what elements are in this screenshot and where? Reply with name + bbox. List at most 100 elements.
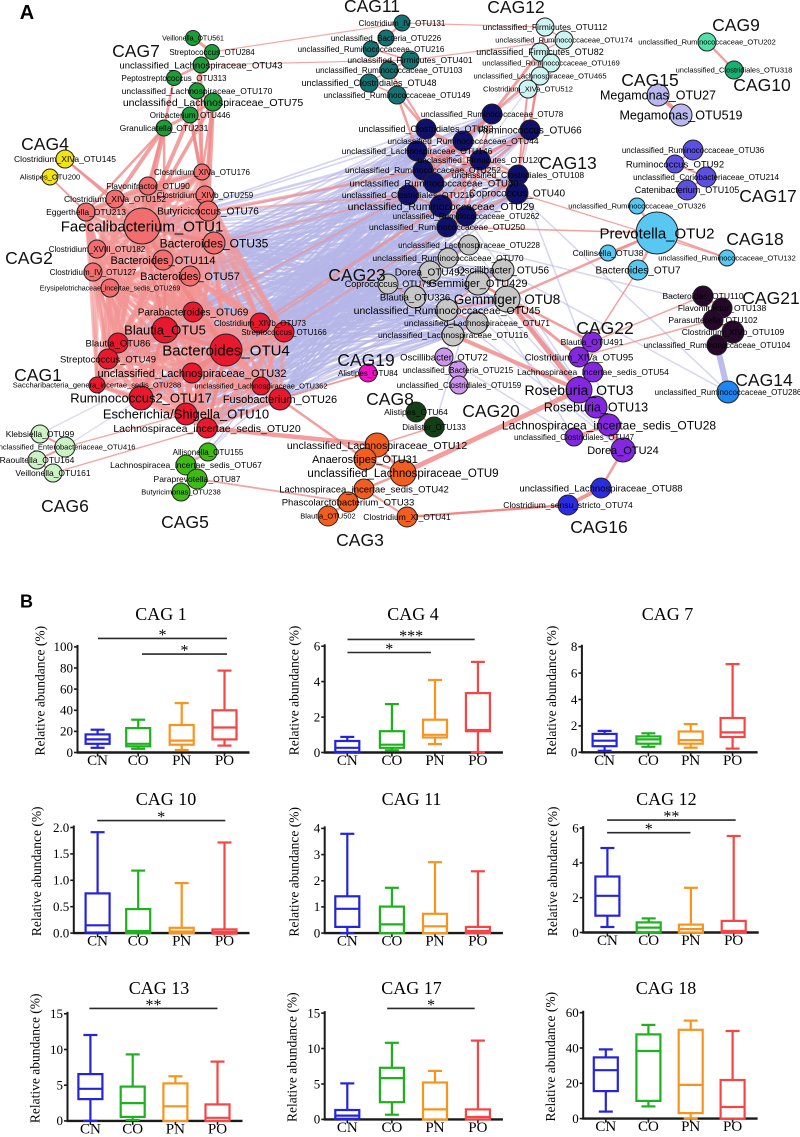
svg-text:Roseburia_OTU3: Roseburia_OTU3: [525, 382, 634, 398]
svg-text:PO: PO: [215, 753, 234, 769]
svg-text:CO: CO: [638, 1119, 659, 1135]
svg-text:CN: CN: [87, 934, 108, 950]
svg-text:Blautia_OTU502: Blautia_OTU502: [300, 512, 355, 521]
svg-text:Phascolarctobacterium_OTU33: Phascolarctobacterium_OTU33: [282, 497, 415, 508]
svg-text:Anaerostipes_OTU31: Anaerostipes_OTU31: [312, 454, 418, 466]
svg-text:CAG23: CAG23: [328, 265, 385, 285]
svg-text:Granulicatella_OTU231: Granulicatella_OTU231: [120, 123, 209, 133]
svg-text:CO: CO: [128, 753, 149, 769]
svg-text:CAG12: CAG12: [487, 0, 544, 17]
svg-text:2: 2: [571, 718, 578, 733]
svg-text:CAG21: CAG21: [742, 288, 799, 308]
svg-text:Parabacteroides_OTU69: Parabacteroides_OTU69: [138, 308, 249, 319]
svg-text:Relative abundance (%): Relative abundance (%): [29, 806, 44, 936]
svg-text:CO: CO: [122, 1121, 143, 1137]
svg-text:2: 2: [572, 890, 579, 905]
svg-text:CO: CO: [381, 934, 402, 950]
svg-text:Parasutterella_OTU102: Parasutterella_OTU102: [668, 315, 758, 325]
svg-text:unclassified_Lachnospiraceae_O: unclassified_Lachnospiraceae_OTU146: [342, 146, 493, 156]
svg-text:PN: PN: [681, 1119, 700, 1135]
svg-text:0: 0: [571, 745, 578, 760]
svg-text:CAG3: CAG3: [336, 530, 384, 550]
svg-text:Clostridium_XIVa_OTU512: Clostridium_XIVa_OTU512: [483, 85, 573, 94]
svg-text:CAG13: CAG13: [539, 153, 596, 173]
svg-text:***: ***: [399, 628, 423, 645]
svg-text:Collinsella_OTU38: Collinsella_OTU38: [573, 248, 644, 258]
svg-text:10: 10: [307, 1041, 320, 1056]
svg-text:Blautia_OTU491: Blautia_OTU491: [561, 337, 624, 347]
svg-text:CO: CO: [638, 933, 659, 949]
svg-text:10: 10: [50, 1042, 63, 1057]
svg-text:unclassified_Ruminococcaceae_O: unclassified_Ruminococcaceae_OTU70: [372, 253, 523, 263]
svg-text:Roseburia_OTU13: Roseburia_OTU13: [544, 401, 648, 415]
svg-text:unclassified_Ruminococcaceae_O: unclassified_Ruminococcaceae_OTU202: [638, 38, 776, 47]
svg-text:Clostridium_XIVa_OTU176: Clostridium_XIVa_OTU176: [154, 168, 250, 177]
svg-text:Oscillibacter_OTU72: Oscillibacter_OTU72: [400, 352, 488, 363]
svg-text:PN: PN: [681, 933, 700, 949]
svg-text:Ruminococcus_OTU66: Ruminococcus_OTU66: [478, 126, 582, 137]
svg-text:0: 0: [572, 925, 579, 940]
svg-text:5: 5: [57, 1078, 64, 1093]
svg-text:Veillonella_OTU561: Veillonella_OTU561: [162, 36, 224, 43]
svg-text:CO: CO: [638, 753, 659, 769]
svg-text:Bacteroides_OTU110: Bacteroides_OTU110: [662, 291, 743, 301]
svg-text:Relative abundance (%): Relative abundance (%): [285, 992, 300, 1122]
svg-text:unclassified_Firmicutes_OTU401: unclassified_Firmicutes_OTU401: [347, 55, 472, 65]
svg-text:Lachnospiracea_incertae_sedis_: Lachnospiracea_incertae_sedis_OTU42: [279, 484, 449, 495]
svg-text:CAG16: CAG16: [570, 517, 627, 537]
svg-text:*: *: [427, 997, 435, 1014]
svg-text:Clostridium_XIVb_OTU109: Clostridium_XIVb_OTU109: [682, 327, 785, 337]
svg-text:40: 40: [60, 703, 73, 718]
svg-text:unclassified_Firmicutes_OTU112: unclassified_Firmicutes_OTU112: [483, 22, 608, 32]
svg-text:B: B: [20, 592, 33, 612]
svg-text:CAG 18: CAG 18: [636, 978, 697, 998]
svg-text:CAG11: CAG11: [344, 0, 400, 16]
svg-text:unclassified_Firmicutes_OTU120: unclassified_Firmicutes_OTU120: [417, 155, 542, 165]
svg-text:unclassified_Ruminococcaceae_O: unclassified_Ruminococcaceae_OTU29: [348, 201, 535, 213]
svg-text:Paraprevotella_OTU87: Paraprevotella_OTU87: [154, 474, 241, 484]
svg-text:1: 1: [314, 899, 321, 914]
svg-text:CN: CN: [337, 934, 358, 950]
svg-text:CO: CO: [128, 934, 149, 950]
svg-text:PO: PO: [723, 753, 742, 769]
svg-text:Clostridium_XIVb_OTU259: Clostridium_XIVb_OTU259: [157, 191, 254, 200]
svg-text:unclassified_Lachnospiraceae_O: unclassified_Lachnospiraceae_OTU170: [122, 86, 273, 96]
svg-text:unclassified_Lachnospiraceae_O: unclassified_Lachnospiraceae_OTU362: [194, 382, 327, 391]
svg-text:Prevotella_OTU2: Prevotella_OTU2: [599, 225, 714, 242]
svg-text:CN: CN: [595, 1119, 616, 1135]
svg-text:0.5: 0.5: [53, 899, 69, 914]
svg-text:unclassified_Clostridiales_OTU: unclassified_Clostridiales_OTU108: [452, 170, 585, 180]
svg-text:Lachnospiracea_incertae_sedis_: Lachnospiracea_incertae_sedis_OTU67: [110, 460, 262, 470]
svg-text:Dorea_OTU492: Dorea_OTU492: [395, 268, 466, 279]
svg-text:unclassified_Clostridiales_OTU: unclassified_Clostridiales_OTU48: [301, 78, 436, 88]
svg-text:PN: PN: [425, 1120, 444, 1136]
svg-text:unclassified_Ruminococcaceae_O: unclassified_Ruminococcaceae_OTU80: [350, 178, 519, 189]
svg-text:unclassified_Ruminococcaceae_O: unclassified_Ruminococcaceae_OTU250: [369, 222, 525, 232]
svg-text:Erysipelotrichaceae_incertae_s: Erysipelotrichaceae_incertae_sedis_OTU26…: [40, 286, 181, 293]
svg-text:60: 60: [566, 1005, 579, 1020]
svg-text:Faecalibacterium_OTU1: Faecalibacterium_OTU1: [61, 218, 224, 235]
svg-text:*: *: [385, 641, 393, 658]
svg-text:Clostridium_sensu_stricto_OTU7: Clostridium_sensu_stricto_OTU74: [503, 500, 633, 510]
svg-text:CAG10: CAG10: [733, 75, 791, 95]
svg-text:1.5: 1.5: [53, 846, 69, 861]
svg-text:CAG 10: CAG 10: [136, 789, 197, 809]
svg-text:Klebsiella_OTU99: Klebsiella_OTU99: [6, 429, 75, 439]
svg-text:PO: PO: [468, 1120, 487, 1136]
svg-text:unclassified_Lachnospiraceae_O: unclassified_Lachnospiraceae_OTU75: [123, 97, 304, 109]
svg-text:Bacteroides_OTU35: Bacteroides_OTU35: [160, 236, 269, 250]
svg-text:40: 40: [566, 1040, 579, 1055]
svg-text:Butyricimonas_OTU238: Butyricimonas_OTU238: [141, 488, 221, 497]
svg-text:CAG 17: CAG 17: [381, 978, 442, 998]
svg-text:Gemmiger_OTU8: Gemmiger_OTU8: [454, 292, 561, 307]
svg-text:Megamonas_OTU519: Megamonas_OTU519: [620, 109, 743, 123]
svg-text:unclassified_Ruminococcaceae_O: unclassified_Ruminococcaceae_OTU169: [482, 59, 620, 68]
svg-text:Clostridium_IV_OTU131: Clostridium_IV_OTU131: [359, 19, 446, 28]
svg-text:Streptococcus_OTU49: Streptococcus_OTU49: [60, 354, 156, 365]
svg-text:Bacteroides_OTU7: Bacteroides_OTU7: [595, 266, 680, 277]
svg-text:Blautia_OTU336: Blautia_OTU336: [380, 292, 450, 303]
svg-text:unclassified_Lachnospiraceae_O: unclassified_Lachnospiraceae_OTU465: [473, 72, 606, 81]
svg-text:0: 0: [314, 745, 321, 760]
svg-text:PO: PO: [724, 933, 743, 949]
svg-text:unclassified_Clostridiales_OTU: unclassified_Clostridiales_OTU47: [514, 433, 635, 442]
